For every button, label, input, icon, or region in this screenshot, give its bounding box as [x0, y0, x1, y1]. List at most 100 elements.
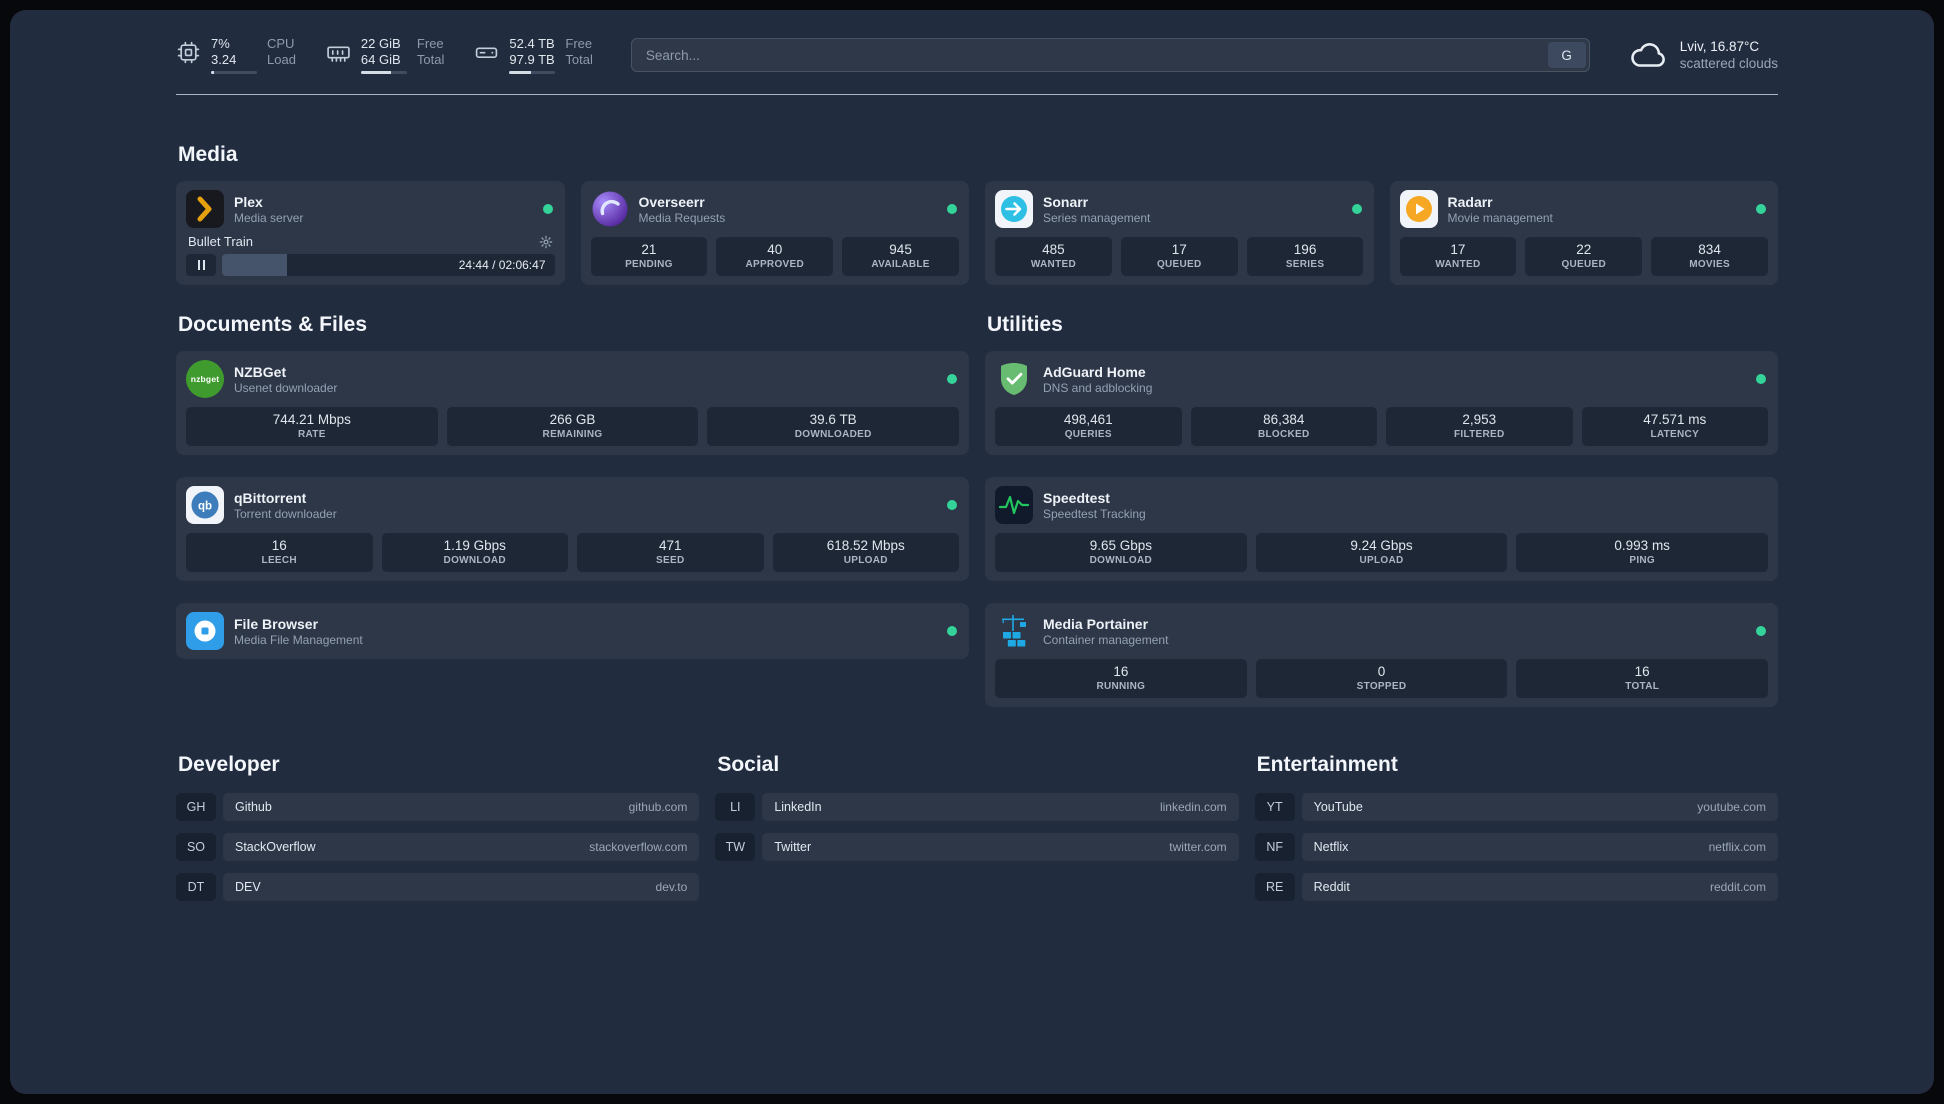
sonarr-icon [995, 190, 1033, 228]
bookmark-name: LinkedIn [774, 800, 822, 814]
stat-label: RUNNING [1096, 681, 1146, 692]
service-card-radarr[interactable]: Radarr Movie management 17 WANTED 22 QUE… [1389, 181, 1778, 285]
stat-value: 9.65 Gbps [1089, 538, 1152, 553]
cpu-usage-value: 7% [211, 36, 230, 51]
bookmark-youtube[interactable]: YT YouTube youtube.com [1254, 793, 1778, 821]
stat-label: TOTAL [1625, 681, 1660, 692]
memory-usage-bar [360, 71, 407, 74]
service-card-filebrowser[interactable]: File Browser Media File Management [176, 603, 969, 659]
service-card-nzbget[interactable]: nzbget NZBGet Usenet downloader 744.21 M… [176, 351, 969, 455]
resource-widgets: 7% 3.24 CPU Load 22 [176, 36, 593, 74]
service-info: Overseerr Media Requests [639, 193, 938, 226]
memory-values: 22 GiB 64 GiB [360, 36, 407, 74]
bookmark-twitter[interactable]: TW Twitter twitter.com [715, 833, 1239, 861]
pause-button[interactable] [186, 254, 216, 276]
service-description: Movie management [1447, 210, 1553, 225]
bookmark-stackoverflow[interactable]: SO StackOverflow stackoverflow.com [176, 833, 700, 861]
bookmark-github[interactable]: GH Github github.com [176, 793, 700, 821]
disk-usage-bar [509, 71, 556, 74]
bookmark-abbr: DT [176, 873, 216, 901]
stat-seed: 471 SEED [577, 533, 764, 572]
memory-total-value: 64 GiB [360, 52, 401, 67]
stat-movies: 834 MOVIES [1651, 237, 1768, 276]
stat-value: 266 GB [549, 412, 596, 427]
service-card-adguard[interactable]: AdGuard Home DNS and adblocking 498,461 … [985, 351, 1778, 455]
memory-label-bottom: Total [416, 52, 445, 67]
section-title-utilities: Utilities [987, 313, 1063, 336]
service-name: Radarr [1447, 193, 1493, 210]
cpu-values: 7% 3.24 [211, 36, 257, 74]
service-name: AdGuard Home [1043, 363, 1146, 380]
stats-row: 744.21 Mbps RATE 266 GB REMAINING 39.6 T… [186, 407, 960, 446]
stat-download: 1.19 Gbps DOWNLOAD [381, 533, 568, 572]
playback-time: 24:44 / 02:06:47 [458, 258, 546, 272]
header-divider [176, 94, 1778, 95]
stat-wanted: 485 WANTED [995, 237, 1112, 276]
stat-queued: 17 QUEUED [1120, 237, 1238, 276]
service-description: Media File Management [234, 632, 363, 647]
bookmark-dev[interactable]: DT DEV dev.to [176, 873, 700, 901]
bookmark-netflix[interactable]: NF Netflix netflix.com [1254, 833, 1778, 861]
service-name: File Browser [234, 615, 319, 632]
stat-upload: 9.24 Gbps UPLOAD [1255, 533, 1508, 572]
stat-value: 47.571 ms [1643, 412, 1707, 427]
disk-free-value: 52.4 TB [509, 36, 555, 51]
search-provider-button[interactable]: G [1547, 42, 1586, 68]
service-card-overseerr[interactable]: Overseerr Media Requests 21 PENDING 40 A… [580, 181, 969, 285]
bookmark-linkedin[interactable]: LI LinkedIn linkedin.com [715, 793, 1239, 821]
nzbget-icon-label: nzbget [190, 374, 220, 384]
service-card-sonarr[interactable]: Sonarr Series management 485 WANTED 17 Q… [985, 181, 1374, 285]
service-card-plex[interactable]: Plex Media server Bullet Train [176, 181, 565, 285]
weather-condition: scattered clouds [1679, 56, 1778, 71]
bookmark-abbr: LI [715, 793, 756, 821]
section-title-entertainment: Entertainment [1256, 753, 1398, 776]
bookmark-reddit[interactable]: RE Reddit reddit.com [1254, 873, 1778, 901]
stat-value: 16 [1634, 664, 1650, 679]
bookmark-url: youtube.com [1697, 800, 1766, 814]
service-card-speedtest[interactable]: Speedtest Speedtest Tracking 9.65 Gbps D… [985, 477, 1778, 581]
stat-label: AVAILABLE [871, 259, 930, 270]
bookmark-url: stackoverflow.com [589, 840, 688, 854]
stat-value: 744.21 Mbps [272, 412, 351, 427]
bookmark-abbr: NF [1254, 833, 1295, 861]
stat-label: QUEUED [1561, 259, 1607, 270]
service-info: Speedtest Speedtest Tracking [1043, 489, 1768, 522]
disk-label-bottom: Total [565, 52, 593, 67]
playback-progress-bar[interactable]: 24:44 / 02:06:47 [222, 254, 555, 276]
stat-available: 945 AVAILABLE [842, 237, 959, 276]
media-card-row: Plex Media server Bullet Train [176, 181, 1778, 285]
stat-label: UPLOAD [843, 555, 888, 566]
stat-remaining: 266 GB REMAINING [446, 407, 699, 446]
memory-labels: Free Total [417, 36, 444, 68]
search-bar: G [630, 38, 1590, 72]
service-name: Overseerr [638, 193, 705, 210]
card-header: nzbget NZBGet Usenet downloader [186, 360, 959, 398]
service-card-qbittorrent[interactable]: qb qBittorrent Torrent downloader 16 LEE… [176, 477, 969, 581]
stat-value: 1.19 Gbps [443, 538, 506, 553]
stat-downloaded: 39.6 TB DOWNLOADED [707, 407, 960, 446]
status-dot [1756, 204, 1766, 214]
stat-value: 498,461 [1063, 412, 1113, 427]
stat-value: 22 [1576, 242, 1592, 257]
stat-running: 16 RUNNING [995, 659, 1247, 698]
bookmark-name: DEV [235, 880, 261, 894]
section-social: Social LI LinkedIn linkedin.com TW Twitt… [715, 753, 1239, 873]
stat-value: 17 [1450, 242, 1466, 257]
bookmark-abbr: GH [176, 793, 216, 821]
stat-value: 0.993 ms [1614, 538, 1670, 553]
card-header: Media Portainer Container management [995, 612, 1768, 650]
bookmark-bar: StackOverflow stackoverflow.com [223, 833, 700, 861]
service-info: Radarr Movie management [1448, 193, 1747, 226]
status-dot [1351, 204, 1362, 214]
status-dot [947, 374, 957, 384]
card-header: qb qBittorrent Torrent downloader [186, 486, 959, 524]
bookmark-abbr: TW [715, 833, 756, 861]
search-input[interactable] [631, 39, 1545, 71]
status-dot [1756, 374, 1766, 384]
settings-gear-icon[interactable] [539, 235, 553, 249]
disk-icon [474, 36, 499, 65]
service-card-portainer[interactable]: Media Portainer Container management 16 … [985, 603, 1778, 707]
disk-total-value: 97.9 TB [509, 52, 555, 67]
bookmark-url: github.com [628, 800, 688, 814]
overseerr-icon [591, 190, 629, 228]
